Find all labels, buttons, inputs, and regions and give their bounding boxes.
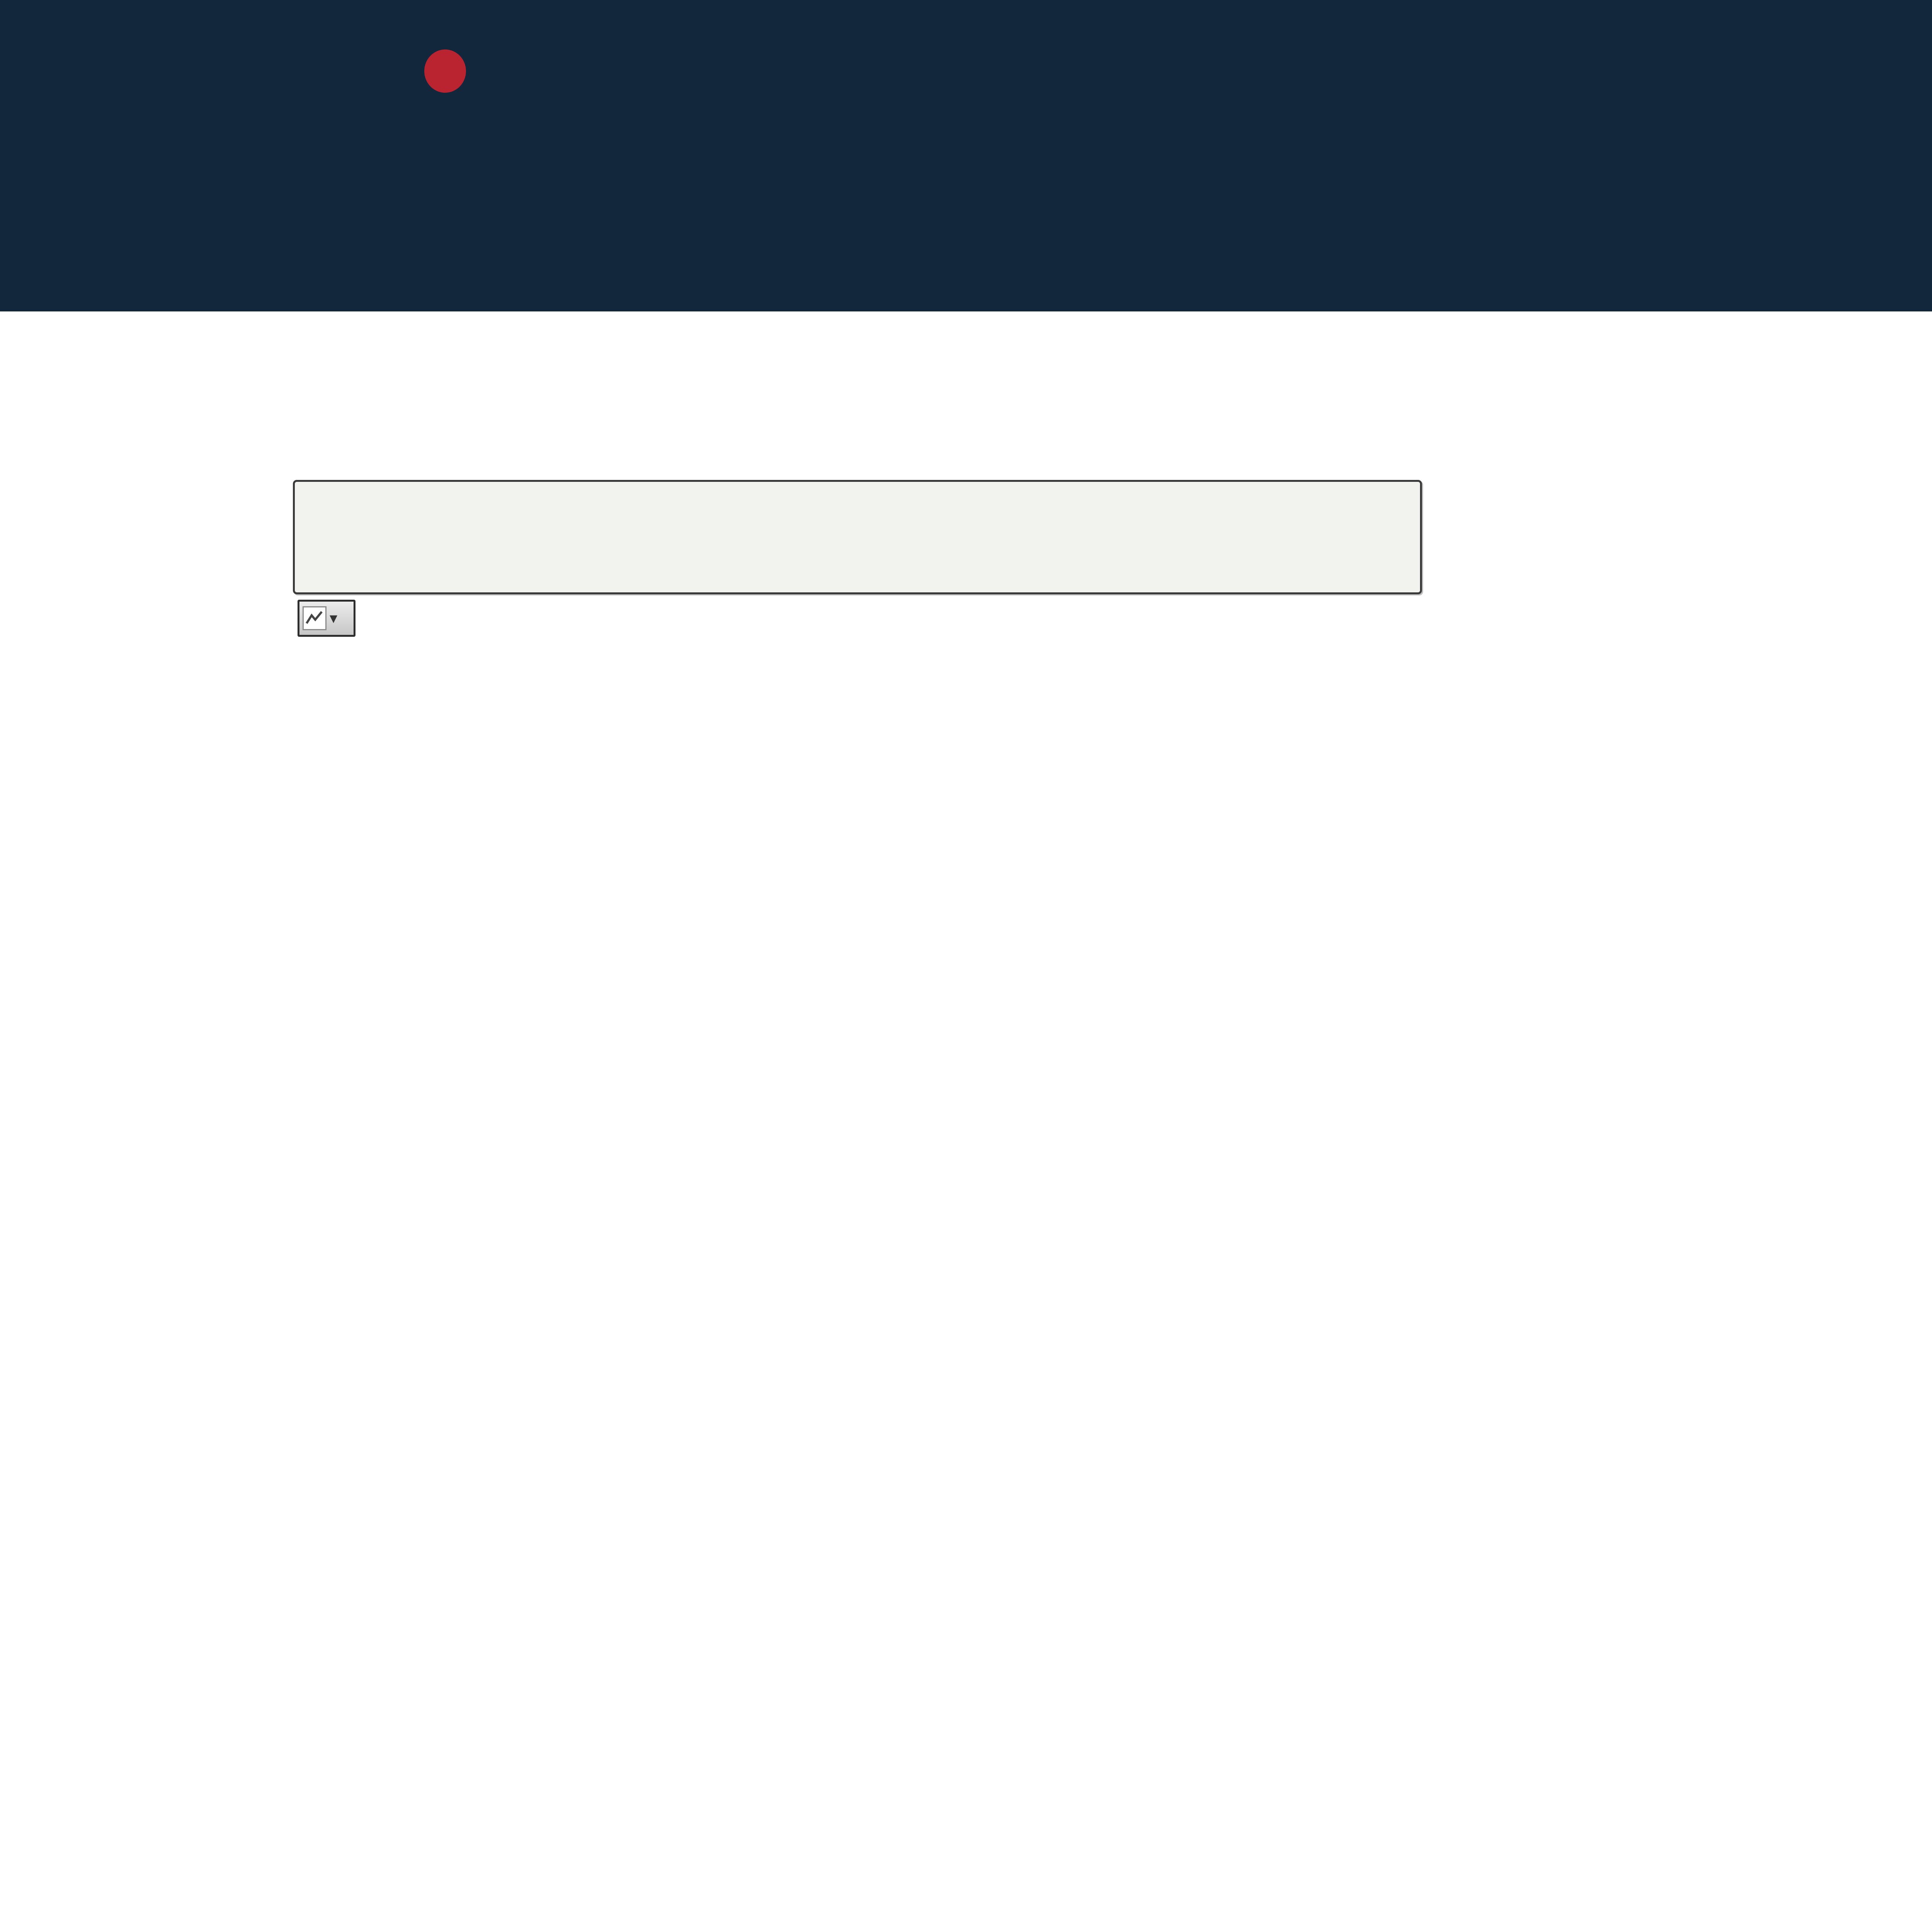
line-chart-icon [303,606,327,630]
trump-series-chip-icon [305,487,325,507]
kwi-logo-red-dot-icon [424,49,466,93]
legend-row-trump [305,487,1420,507]
header-banner [0,0,1932,311]
harris-series-chip-icon [305,513,325,533]
chart-type-button[interactable]: ▾ [298,600,355,637]
chevron-down-icon: ▾ [330,610,338,627]
legend-row-harris [305,513,1420,533]
chart-legend [293,480,1422,594]
